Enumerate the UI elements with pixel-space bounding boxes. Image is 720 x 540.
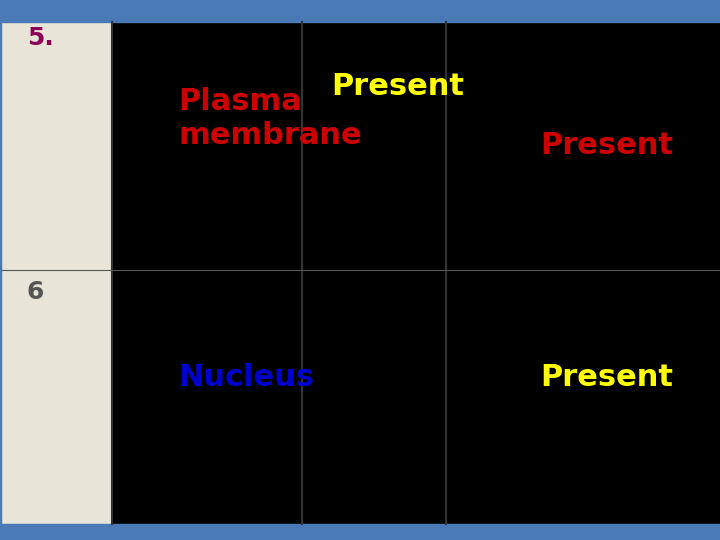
Bar [0, 0, 720, 22]
Text: Plasma
membrane: Plasma membrane [179, 87, 362, 150]
Bar [302, 22, 446, 524]
Text: 5.: 5. [27, 26, 54, 50]
Text: Present: Present [331, 72, 464, 101]
Text: Present: Present [540, 131, 673, 160]
Text: Present: Present [540, 363, 673, 393]
Bar [112, 22, 302, 524]
Bar [0, 524, 720, 540]
Bar [446, 22, 720, 524]
Text: Nucleus: Nucleus [179, 363, 314, 393]
Bar [0, 22, 112, 524]
Text: 6: 6 [27, 280, 45, 303]
